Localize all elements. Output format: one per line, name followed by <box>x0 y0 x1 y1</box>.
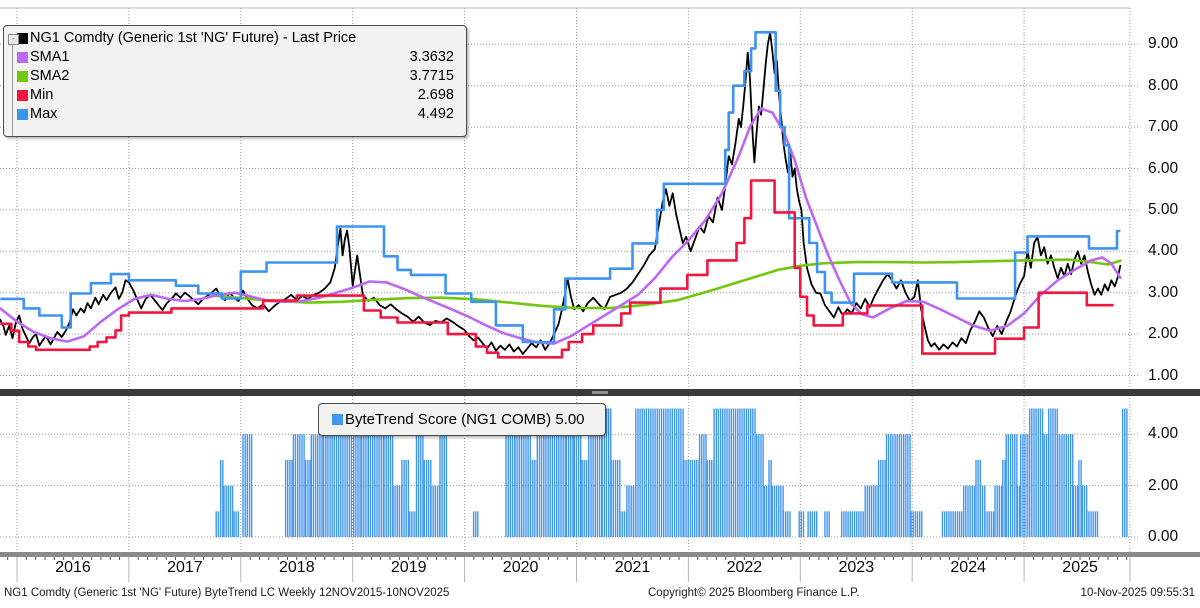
legend-item-max[interactable]: Max 4.492 <box>4 105 466 124</box>
price-axis-tick-label: 7.00 <box>1148 118 1179 136</box>
year-axis-label: 2016 <box>55 559 91 576</box>
score-axis-tick-label: 2.00 <box>1148 476 1179 494</box>
sma1-label: SMA1 <box>30 49 70 65</box>
legend-collapse-icon[interactable]: - <box>8 34 19 45</box>
sma1-line <box>0 107 1122 345</box>
last-price-swatch-icon <box>17 33 28 44</box>
max-swatch-icon <box>17 109 28 120</box>
min-swatch-icon <box>17 90 28 101</box>
sma2-label: SMA2 <box>30 68 70 84</box>
price-axis-tick-label: 4.00 <box>1148 242 1179 260</box>
sma1-swatch-icon <box>17 52 28 63</box>
legend-item-min[interactable]: Min 2.698 <box>4 86 466 105</box>
price-axis-tick-label: 8.00 <box>1148 76 1179 94</box>
year-axis-label: 2025 <box>1062 559 1098 576</box>
footer-chart-description: NG1 Comdty (Generic 1st 'NG' Future) Byt… <box>4 587 450 599</box>
panel-divider[interactable] <box>0 389 1200 396</box>
max-value: 4.492 <box>417 106 454 122</box>
footer-timestamp: 10-Nov-2025 09:55:31 <box>1080 587 1195 599</box>
sma1-value: 3.3632 <box>409 49 454 65</box>
panel-divider-handle-icon[interactable] <box>592 390 608 394</box>
score-panel-legend[interactable]: ByteTrend Score (NG1 COMB) 5.00 <box>318 403 606 436</box>
price-axis-tick-label: 6.00 <box>1148 159 1179 177</box>
legend-item-sma2[interactable]: SMA2 3.7715 <box>4 67 466 86</box>
price-axis-tick-label: 5.00 <box>1148 200 1179 218</box>
footer-bar: NG1 Comdty (Generic 1st 'NG' Future) Byt… <box>0 585 1200 605</box>
price-axis-tick-label: 1.00 <box>1148 366 1179 384</box>
year-axis-label: 2017 <box>167 559 203 576</box>
max-label: Max <box>30 106 58 122</box>
min-label: Min <box>30 87 54 103</box>
legend-item-sma1[interactable]: SMA1 3.3632 <box>4 48 466 67</box>
price-axis-tick-label: 9.00 <box>1148 35 1179 53</box>
year-axis-label: 2018 <box>279 559 315 576</box>
score-axis-tick-label: 0.00 <box>1148 528 1179 545</box>
legend-title: NG1 Comdty (Generic 1st 'NG' Future) - L… <box>30 30 357 46</box>
legend-tree-line <box>12 38 13 136</box>
max-line <box>0 30 1121 344</box>
score-axis-tick-label: 4.00 <box>1148 425 1179 443</box>
year-axis-label: 2021 <box>614 559 651 576</box>
min-value: 2.698 <box>417 87 454 103</box>
year-axis-label: 2024 <box>950 559 986 576</box>
legend-item-bytetrend-score[interactable]: ByteTrend Score (NG1 COMB) 5.00 <box>319 404 605 435</box>
sma2-value: 3.7715 <box>409 68 454 84</box>
year-axis-label: 2019 <box>390 559 427 576</box>
sma2-swatch-icon <box>17 71 28 82</box>
min-line <box>0 179 1114 359</box>
year-axis-label: 2023 <box>838 559 875 576</box>
year-axis-label: 2020 <box>502 559 539 576</box>
legend-item-last-price[interactable]: NG1 Comdty (Generic 1st 'NG' Future) - L… <box>4 29 466 48</box>
main-chart-legend[interactable]: - NG1 Comdty (Generic 1st 'NG' Future) -… <box>3 25 467 137</box>
footer-copyright: Copyright© 2025 Bloomberg Finance L.P. <box>648 587 860 599</box>
year-axis-label: 2022 <box>726 559 763 576</box>
bytetrend-label: ByteTrend Score (NG1 COMB) 5.00 <box>345 411 585 428</box>
last-price-line <box>0 31 1122 355</box>
price-axis-tick-label: 2.00 <box>1148 325 1179 343</box>
sma2-line <box>211 258 1122 310</box>
price-axis-tick-label: 3.00 <box>1148 283 1179 301</box>
x-axis-line <box>0 552 1200 557</box>
bytetrend-swatch-icon <box>332 414 343 425</box>
